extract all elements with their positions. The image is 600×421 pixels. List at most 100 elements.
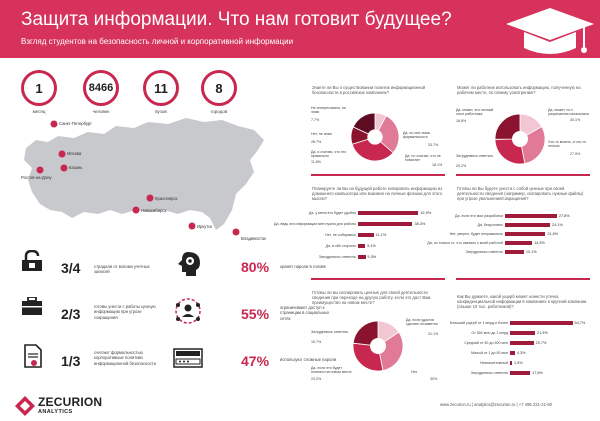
city-label: Москва: [67, 151, 82, 156]
russia-map: [24, 118, 264, 236]
chart-title: Может ли работник использовать информаци…: [457, 85, 581, 96]
pie-value: 16.8%: [456, 119, 467, 123]
fact-value: 2/3: [61, 306, 81, 322]
pie-value: 18.1%: [432, 163, 443, 167]
pie-value: 30.1%: [570, 118, 581, 122]
bar-value: 21,6%: [547, 232, 559, 236]
stat-value: 11: [154, 81, 168, 96]
pie-label: Что-то можно, а что-то нельзя: [548, 140, 586, 149]
pie-label: Нет: [411, 370, 418, 374]
pie-center: [367, 129, 383, 145]
stat-value: 8: [215, 81, 223, 96]
pie-value-num: 33.7: [428, 143, 435, 147]
city-label: Казань: [69, 165, 83, 170]
city-label: Новосибирск: [141, 208, 167, 213]
pie-value: 25.2%: [456, 164, 467, 168]
pie-chart-info-usage: [494, 113, 546, 165]
bar: [510, 341, 534, 345]
bar-label: Средний от 50 до 500 млн: [464, 341, 508, 345]
pie-value-num: 7.7: [311, 118, 316, 122]
section-divider: [311, 278, 445, 280]
bar: [510, 351, 515, 355]
bar-value: 21,9%: [537, 331, 548, 335]
document-icon: [24, 344, 42, 368]
chart-title: Знаете ли Вы о существовании политик инф…: [312, 85, 426, 96]
pie-slice: [352, 320, 379, 347]
city-label: Владивосток: [241, 236, 266, 241]
stat-circle-months: 1: [21, 70, 57, 106]
pie-slice: [377, 331, 404, 371]
brand-name: ZECURION: [38, 395, 103, 409]
city-marker: [58, 150, 66, 158]
bar-value: 17,6%: [532, 371, 543, 375]
password-field-icon: [173, 348, 203, 368]
people-network-icon: [175, 298, 201, 324]
pie-value-num: 16.8: [456, 119, 463, 123]
bar-label: Затрудняюсь ответить: [318, 255, 356, 259]
zecurion-logo-icon: [15, 396, 35, 416]
chart-title: Готовы ли вы скопировать ценные для свое…: [312, 290, 431, 306]
stat-value: 8466: [88, 82, 114, 94]
brand-subtitle: ANALYTICS: [38, 409, 73, 415]
pie-value: 28.7%: [311, 140, 322, 144]
stat-circle-universities: 11: [143, 70, 179, 106]
pie-value: 27.9%: [570, 152, 581, 156]
pie-chart-policies: [350, 112, 400, 162]
bar-value: 5,1%: [367, 244, 376, 248]
pie-value: 33.7%: [428, 143, 439, 147]
bar-label: Нет, уверен, будет неправильно: [449, 232, 503, 236]
briefcase-icon: [22, 297, 42, 315]
fact-text: готовы унести с работы ценную информацию…: [94, 304, 156, 320]
bar: [510, 321, 573, 325]
bar-label: Да, безусловно: [477, 223, 503, 227]
bar: [358, 233, 374, 237]
bar-value: 14,5%: [534, 241, 545, 245]
fact-value: 3/4: [61, 260, 81, 276]
stat-value: 1: [35, 81, 43, 96]
stat-label: человек: [92, 109, 110, 114]
bar-label: Да, у меня это будет удобно: [308, 211, 356, 215]
pie-value-num: 25.2: [456, 164, 463, 168]
pie-value: 31.1%: [428, 332, 439, 336]
city-marker: [188, 222, 196, 230]
section-divider: [311, 174, 445, 176]
bar: [505, 214, 557, 218]
pie-value: 11.8%: [311, 160, 321, 164]
bar: [358, 244, 366, 248]
bar: [505, 241, 533, 245]
pie-value: 23.2%: [311, 377, 322, 381]
pie-label: Затрудняюсь ответить: [311, 330, 349, 334]
bar-label: Нет, не собираюсь: [325, 233, 356, 237]
bar-value: 10,1%: [525, 250, 537, 254]
bar-value: 20,7%: [535, 341, 547, 345]
bar-value: 42,5%: [420, 211, 432, 215]
bar-value: 11,1%: [375, 233, 387, 237]
pie-slice: [374, 115, 400, 154]
section-divider: [456, 174, 590, 176]
bar-value: 1,5%: [514, 361, 523, 365]
bar-value: 54,7%: [574, 321, 586, 325]
bar-label: От 500 млн до 1 млрд: [471, 331, 508, 335]
city-marker: [36, 166, 44, 174]
pie-label: Да, может, это личный опыт работника: [456, 108, 494, 117]
pie-center: [512, 131, 528, 147]
pie-value-num: 31.1: [428, 332, 435, 336]
pie-value-num: 15.7: [311, 340, 318, 344]
pie-value-num: 28.7: [311, 140, 318, 144]
bar-value: 38,3%: [414, 222, 426, 226]
city-marker: [146, 194, 154, 202]
city-marker: [232, 228, 240, 236]
bar-label: Да, но только то, что связано с моей раб…: [427, 241, 503, 245]
bar: [510, 371, 531, 375]
bar-label: Да, если это мои разработки: [455, 214, 503, 218]
pie-value-num: 30.1: [570, 118, 577, 122]
pie-label: Да, но они лишь формальность: [403, 131, 431, 140]
city-label: Иркутск: [197, 224, 213, 229]
header-banner: Защита информации. Что нам готовит будущ…: [0, 0, 600, 58]
bar: [510, 361, 512, 365]
bar-label: Затрудняюсь ответить: [470, 371, 508, 375]
pie-value-num: 30: [430, 377, 434, 381]
footer: ZECURION ANALYTICS www.zecurion.ru | ana…: [0, 392, 600, 421]
pie-chart-copy-on-leave: [352, 320, 404, 372]
chart-title: Готовы ли Вы будете унести с собой ценны…: [457, 186, 584, 202]
